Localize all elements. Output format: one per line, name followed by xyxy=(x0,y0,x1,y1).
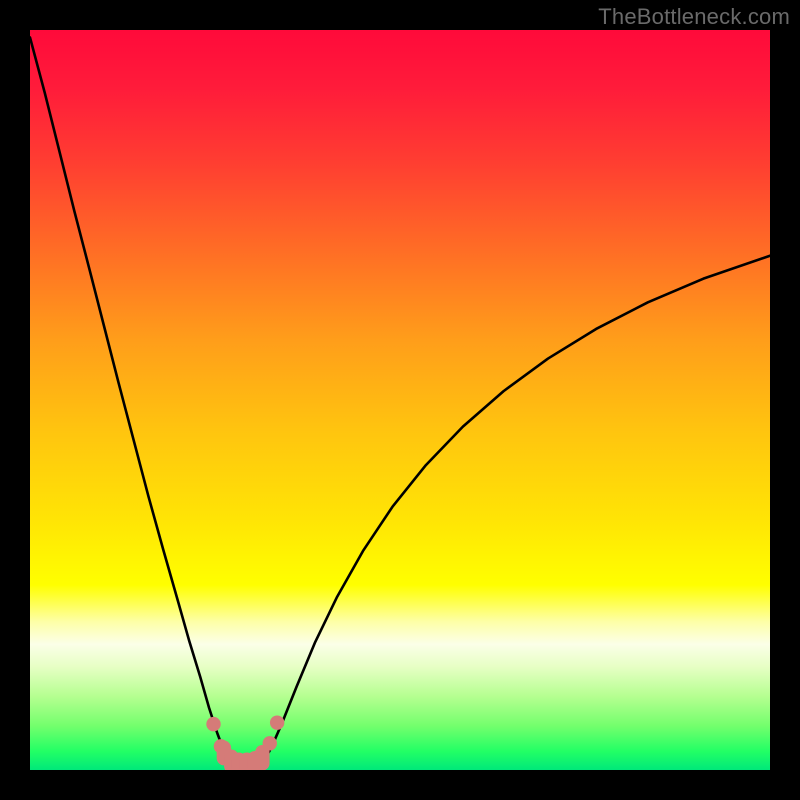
trough-dot xyxy=(206,717,220,731)
plot-background xyxy=(30,30,770,770)
trough-dot xyxy=(263,736,277,750)
chart-stage: TheBottleneck.com xyxy=(0,0,800,800)
bottleneck-curve-chart xyxy=(0,0,800,800)
watermark-text: TheBottleneck.com xyxy=(598,4,790,30)
trough-dot xyxy=(270,715,284,729)
